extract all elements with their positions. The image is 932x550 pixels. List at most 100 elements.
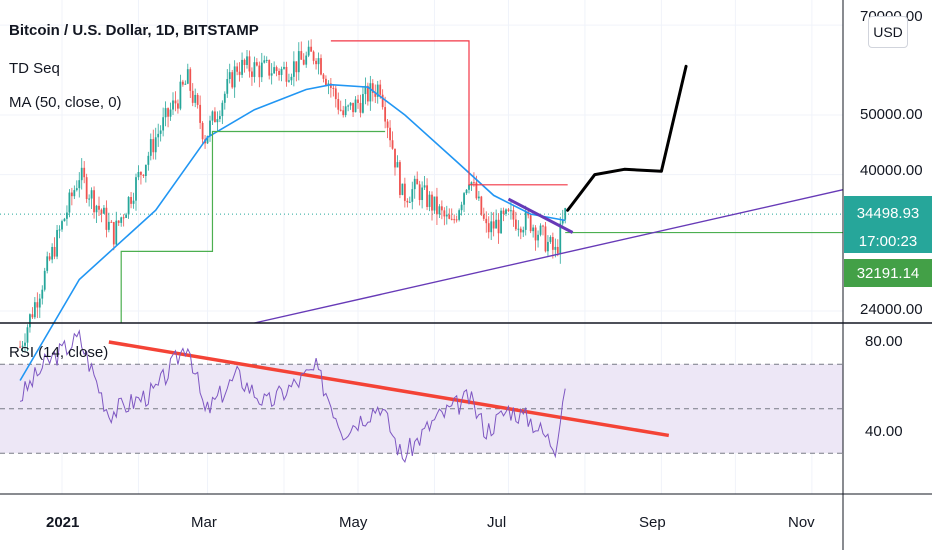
candle-body <box>482 214 485 219</box>
candle-body <box>542 225 544 227</box>
indicator-td-seq-label[interactable]: TD Seq <box>9 60 60 77</box>
candle-body <box>431 194 433 211</box>
candle-body <box>263 60 266 63</box>
candle-body <box>349 102 352 106</box>
candle-body <box>416 178 419 185</box>
candle-body <box>561 219 564 224</box>
candle-body <box>399 162 401 195</box>
candle-body <box>283 66 285 69</box>
candle-body <box>325 78 327 86</box>
candle-body <box>495 219 498 229</box>
candle-body <box>127 197 130 215</box>
candle-body <box>329 83 332 88</box>
candle-body <box>453 219 456 221</box>
candle-body <box>438 206 441 215</box>
candle-body <box>505 209 507 214</box>
candle-body <box>46 256 49 271</box>
candle-body <box>492 221 495 229</box>
last-price-badge: 34498.93 <box>844 196 932 230</box>
candle-body <box>290 76 293 81</box>
candle-body <box>221 102 224 117</box>
candle-body <box>327 83 330 86</box>
candle-body <box>41 289 44 299</box>
indicator-rsi-label[interactable]: RSI (14, close) <box>9 344 109 361</box>
candle-body <box>115 220 118 245</box>
descending-trendline <box>507 197 574 234</box>
candle-body <box>559 223 562 254</box>
price-tick-24000: 24000.00 <box>860 301 923 318</box>
candle-body <box>191 90 194 103</box>
candle-body <box>305 55 308 65</box>
candle-body <box>258 65 261 78</box>
candle-body <box>218 116 221 120</box>
candle-body <box>445 214 448 217</box>
candle-body <box>517 228 520 230</box>
candle-body <box>477 196 480 199</box>
price-tick-40000: 40000.00 <box>860 162 923 179</box>
candle-body <box>413 178 416 190</box>
candle-body <box>243 59 246 65</box>
candle-body <box>228 72 231 80</box>
candle-body <box>352 102 354 113</box>
candle-body <box>275 67 278 71</box>
candle-body <box>43 270 46 290</box>
candle-body <box>179 81 182 109</box>
candle-body <box>362 94 364 113</box>
candle-body <box>233 66 236 88</box>
candle-body <box>403 183 406 201</box>
candle-body <box>162 117 165 131</box>
candle-body <box>371 83 374 93</box>
indicator-ma-label[interactable]: MA (50, close, 0) <box>9 94 122 111</box>
candle-body <box>137 172 140 178</box>
candle-body <box>85 177 88 200</box>
grid-lines <box>0 0 843 494</box>
candle-body <box>381 94 384 108</box>
candle-body <box>88 198 91 200</box>
currency-button[interactable]: USD <box>868 16 908 48</box>
candle-body <box>100 209 103 214</box>
candle-body <box>450 218 453 220</box>
candle-body <box>268 59 271 76</box>
candle-body <box>379 84 382 95</box>
price-tick-50000: 50000.00 <box>860 106 923 123</box>
candle-body <box>189 69 192 91</box>
rsi-tick-80: 80.00 <box>865 333 903 350</box>
candle-body <box>201 122 204 140</box>
candle-body <box>75 188 78 191</box>
candle-body <box>98 205 100 210</box>
candle-body <box>408 201 411 203</box>
candle-body <box>455 219 458 221</box>
candle-body <box>547 241 549 252</box>
candle-body <box>418 184 421 201</box>
rsi-trendline <box>108 340 670 438</box>
support-step-line <box>120 130 386 323</box>
candle-body <box>231 72 234 88</box>
candle-body <box>209 120 211 136</box>
candle-body <box>549 237 552 242</box>
candle-body <box>24 342 26 346</box>
candle-body <box>70 192 73 197</box>
candle-body <box>26 327 29 343</box>
candle-body <box>391 140 394 149</box>
candle-body <box>169 109 172 117</box>
candle-body <box>357 99 359 103</box>
candle-body <box>384 107 387 122</box>
candle-body <box>315 60 317 65</box>
candle-body <box>386 121 389 128</box>
candle-body <box>344 106 347 116</box>
candle-body <box>463 193 465 205</box>
time-tick-jul: Jul <box>487 514 507 531</box>
symbol-title[interactable]: Bitcoin / U.S. Dollar, 1D, BITSTAMP <box>9 22 259 39</box>
candle-body <box>174 100 177 104</box>
candle-body <box>347 105 350 107</box>
candle-body <box>364 85 367 95</box>
candle-body <box>130 197 132 204</box>
candle-body <box>120 217 123 223</box>
candle-body <box>468 184 470 190</box>
ascending-trendline <box>254 189 844 324</box>
candle-body <box>135 177 137 201</box>
candle-body <box>490 221 493 233</box>
candle-body <box>223 93 226 103</box>
candle-body <box>19 346 21 348</box>
